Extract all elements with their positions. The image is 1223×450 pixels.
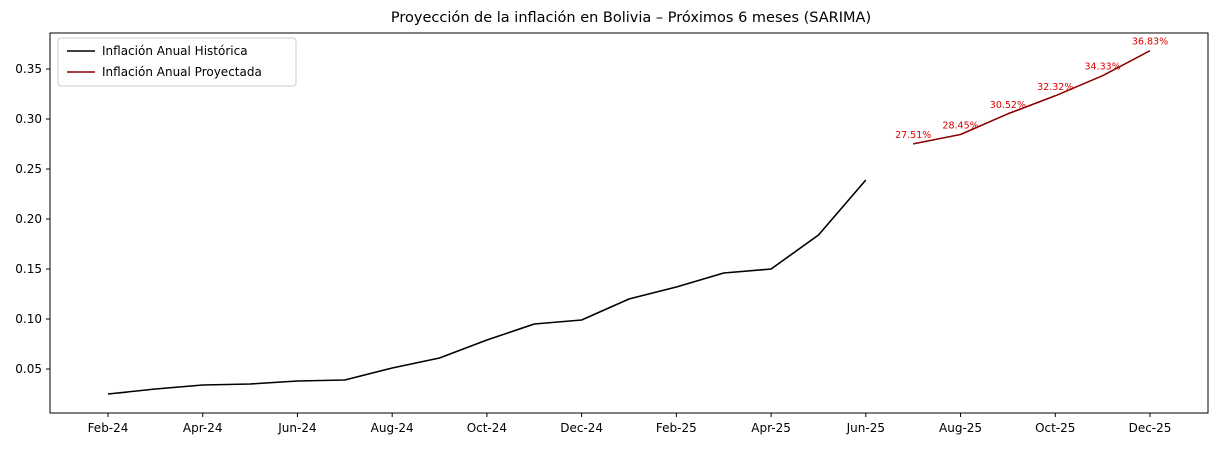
x-tick-label: Aug-25: [939, 421, 982, 435]
y-tick-label: 0.05: [15, 362, 42, 376]
data-label: 27.51%: [895, 130, 931, 141]
data-label: 28.45%: [942, 121, 978, 132]
x-tick-label: Apr-25: [751, 421, 791, 435]
data-label: 34.33%: [1085, 62, 1121, 73]
series-layer: [107, 49, 1151, 395]
series-line-1: [913, 49, 1151, 145]
x-tick-label: Jun-25: [846, 421, 885, 435]
x-axis: Feb-24 Apr-24 Jun-24 Aug-24 Oct-24 Dec-24 Feb-…: [88, 413, 1172, 435]
x-tick-label: Oct-25: [1035, 421, 1075, 435]
plot-area: [49, 32, 1209, 414]
x-tick-label: Jun-24: [277, 421, 316, 435]
x-tick-label: Feb-24: [88, 421, 129, 435]
y-tick-label: 0.30: [15, 112, 42, 126]
data-label: 36.83%: [1132, 37, 1168, 48]
data-labels: 27.51% 28.45% 30.52% 32.32% 34.33% 36.83%: [895, 37, 1168, 141]
y-tick-label: 0.35: [15, 62, 42, 76]
y-tick-label: 0.10: [15, 312, 42, 326]
x-tick-label: Apr-24: [183, 421, 223, 435]
x-tick-label: Aug-24: [371, 421, 414, 435]
x-tick-label: Dec-24: [560, 421, 603, 435]
x-tick-label: Dec-25: [1129, 421, 1172, 435]
data-label: 32.32%: [1037, 82, 1073, 93]
y-tick-label: 0.20: [15, 212, 42, 226]
x-tick-label: Oct-24: [467, 421, 507, 435]
y-tick-label: 0.15: [15, 262, 42, 276]
data-label: 30.52%: [990, 100, 1026, 111]
y-axis: 0.05 0.10 0.15 0.20 0.25 0.30 0.35: [15, 62, 50, 376]
series-line-0: [107, 179, 867, 395]
chart-title: Proyección de la inflación en Bolivia – …: [391, 10, 871, 26]
legend-label-historica: Inflación Anual Histórica: [102, 44, 248, 58]
y-tick-label: 0.25: [15, 162, 42, 176]
x-tick-label: Feb-25: [656, 421, 697, 435]
legend-label-proyectada: Inflación Anual Proyectada: [102, 65, 262, 79]
legend-box: [57, 37, 297, 87]
legend: Inflación Anual Histórica Inflación Anua…: [57, 37, 297, 87]
